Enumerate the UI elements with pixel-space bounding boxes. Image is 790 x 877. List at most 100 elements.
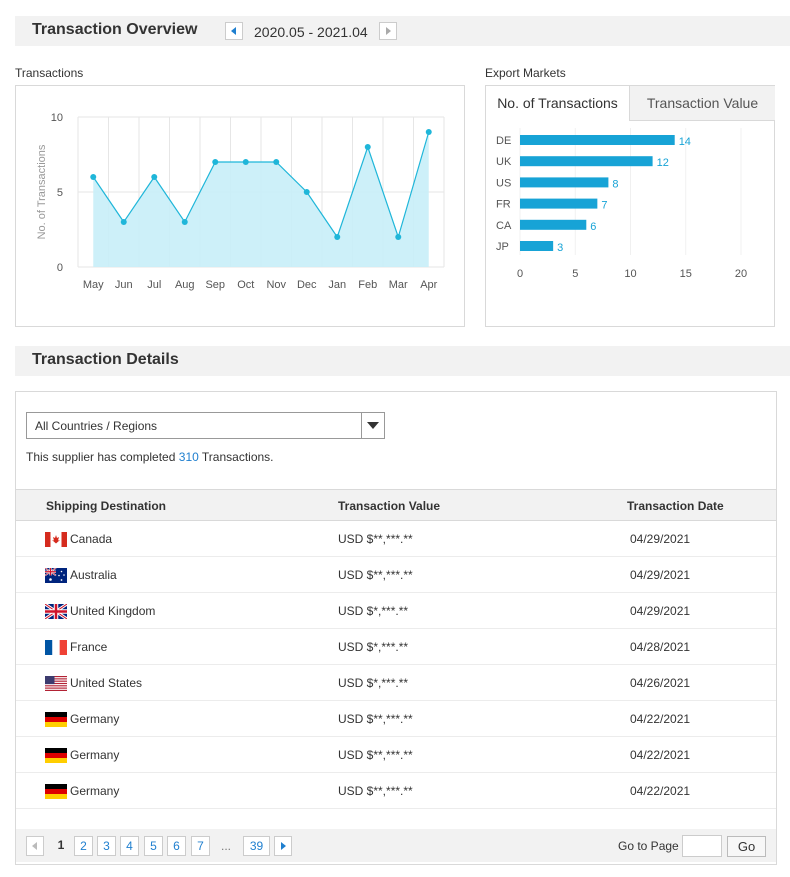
y-tick-label: 10 [51,112,63,124]
summary-prefix: This supplier has completed [26,450,176,464]
go-button[interactable]: Go [727,836,766,857]
country-region-select[interactable]: All Countries / Regions [26,412,385,439]
tab-transaction-value[interactable]: Transaction Value [630,86,775,121]
data-point [151,174,158,180]
row-country: United Kingdom [70,604,156,618]
series-area [93,132,429,267]
pagination-bar: 1 2 3 4 5 6 7 ... 39 Go to Page Go [16,829,776,862]
bar-value-label: 12 [657,157,669,169]
table-row: Germany USD $**,***.** 04/22/2021 [16,773,776,809]
data-point [303,189,310,195]
row-value: USD $**,***.** [338,748,413,762]
transactions-summary: This supplier has completed 310 Transact… [26,450,274,464]
page-7-button[interactable]: 7 [191,836,210,856]
x-tick-label: Nov [266,279,286,291]
x-tick-label: 20 [735,268,747,280]
row-date: 04/26/2021 [630,676,691,690]
canada-flag-icon [45,532,67,547]
row-country: United States [70,676,143,690]
table-row: France USD $*,***.** 04/28/2021 [16,629,776,665]
page-5-button[interactable]: 5 [144,836,163,856]
bar-value-label: 8 [612,178,618,190]
x-tick-label: Jun [115,279,133,291]
row-date: 04/22/2021 [630,748,691,762]
x-tick-label: Mar [389,279,408,291]
transactions-chart-panel: 0 5 10 May Jun Jul Aug Sep Oct Nov Dec Jan Feb Mar Apr… [15,85,465,327]
column-transaction-value: Transaction Value [338,499,441,513]
category-label: JP [496,241,509,253]
export-markets-chart: 0 5 10 15 20 DE 14 UK 12 US 8 FR 7 CA 6 JP 3 [496,128,747,280]
column-transaction-date: Transaction Date [627,499,724,513]
period-next-button[interactable] [379,22,397,40]
y-tick-label: 5 [57,187,63,199]
bar [520,198,598,209]
goto-page-input[interactable] [682,835,722,857]
column-shipping-destination: Shipping Destination [46,499,166,513]
y-axis-label: No. of Transactions [36,144,48,239]
page-last-button[interactable]: 39 [243,836,270,856]
page-4-button[interactable]: 4 [120,836,139,856]
export-markets-panel: No. of Transactions Transaction Value 0 5… [485,85,775,327]
period-label: 2020.05 - 2021.04 [254,24,368,40]
row-date: 04/22/2021 [630,712,691,726]
page-prev-button[interactable] [26,836,44,856]
transactions-panel-label: Transactions [15,66,84,80]
data-point [425,129,432,135]
tab-no-of-transactions[interactable]: No. of Transactions [486,86,630,121]
page-ellipsis: ... [221,839,232,853]
data-point [90,174,97,180]
row-value: USD $*,***.** [338,640,409,654]
row-country: Germany [70,712,120,726]
page-next-button[interactable] [274,836,292,856]
row-value: USD $*,***.** [338,604,409,618]
page-6-button[interactable]: 6 [167,836,186,856]
row-date: 04/29/2021 [630,532,691,546]
chevron-right-icon [386,27,391,35]
x-tick-label: Jan [328,279,346,291]
data-point [395,234,402,240]
bar [520,156,653,167]
bar-value-label: 6 [590,221,596,233]
uk-flag-icon [45,604,67,619]
germany-flag-icon [45,748,67,763]
row-date: 04/28/2021 [630,640,691,654]
chevron-down-icon [367,422,379,429]
table-row: United Kingdom USD $*,***.** 04/29/2021 [16,593,776,629]
row-date: 04/22/2021 [630,784,691,798]
bar [520,219,587,230]
select-dropdown-button[interactable] [361,413,384,438]
summary-suffix: Transactions. [201,450,274,464]
germany-flag-icon [45,712,67,727]
row-value: USD $*,***.** [338,676,409,690]
chevron-left-icon [32,842,37,850]
bar-value-label: 3 [557,242,563,254]
x-tick-label: Jul [147,279,161,291]
x-tick-label: 10 [624,268,636,280]
germany-flag-icon [45,784,67,799]
y-tick-label: 0 [57,262,63,274]
data-point [120,219,127,225]
overview-header: Transaction Overview 2020.05 - 2021.04 [15,16,790,46]
category-label: FR [496,199,511,211]
table-row: United States USD $*,***.** 04/26/2021 [16,665,776,701]
details-title: Transaction Details [32,351,179,368]
data-point [334,234,341,240]
row-country: France [70,640,108,654]
period-prev-button[interactable] [225,22,243,40]
bar [520,177,609,188]
us-flag-icon [45,676,67,691]
bar-value-label: 14 [679,136,691,148]
row-date: 04/29/2021 [630,568,691,582]
x-tick-label: Sep [205,279,225,291]
category-label: CA [496,220,512,232]
page-3-button[interactable]: 3 [97,836,116,856]
table-row: Canada USD $**,***.** 04/29/2021 [16,521,776,557]
row-country: Canada [70,532,113,546]
country-region-select-value: All Countries / Regions [35,419,158,433]
bar [520,241,554,251]
page-2-button[interactable]: 2 [74,836,93,856]
x-tick-label: Aug [175,279,195,291]
x-tick-label: Dec [297,279,317,291]
category-label: DE [496,135,511,147]
row-value: USD $**,***.** [338,784,413,798]
